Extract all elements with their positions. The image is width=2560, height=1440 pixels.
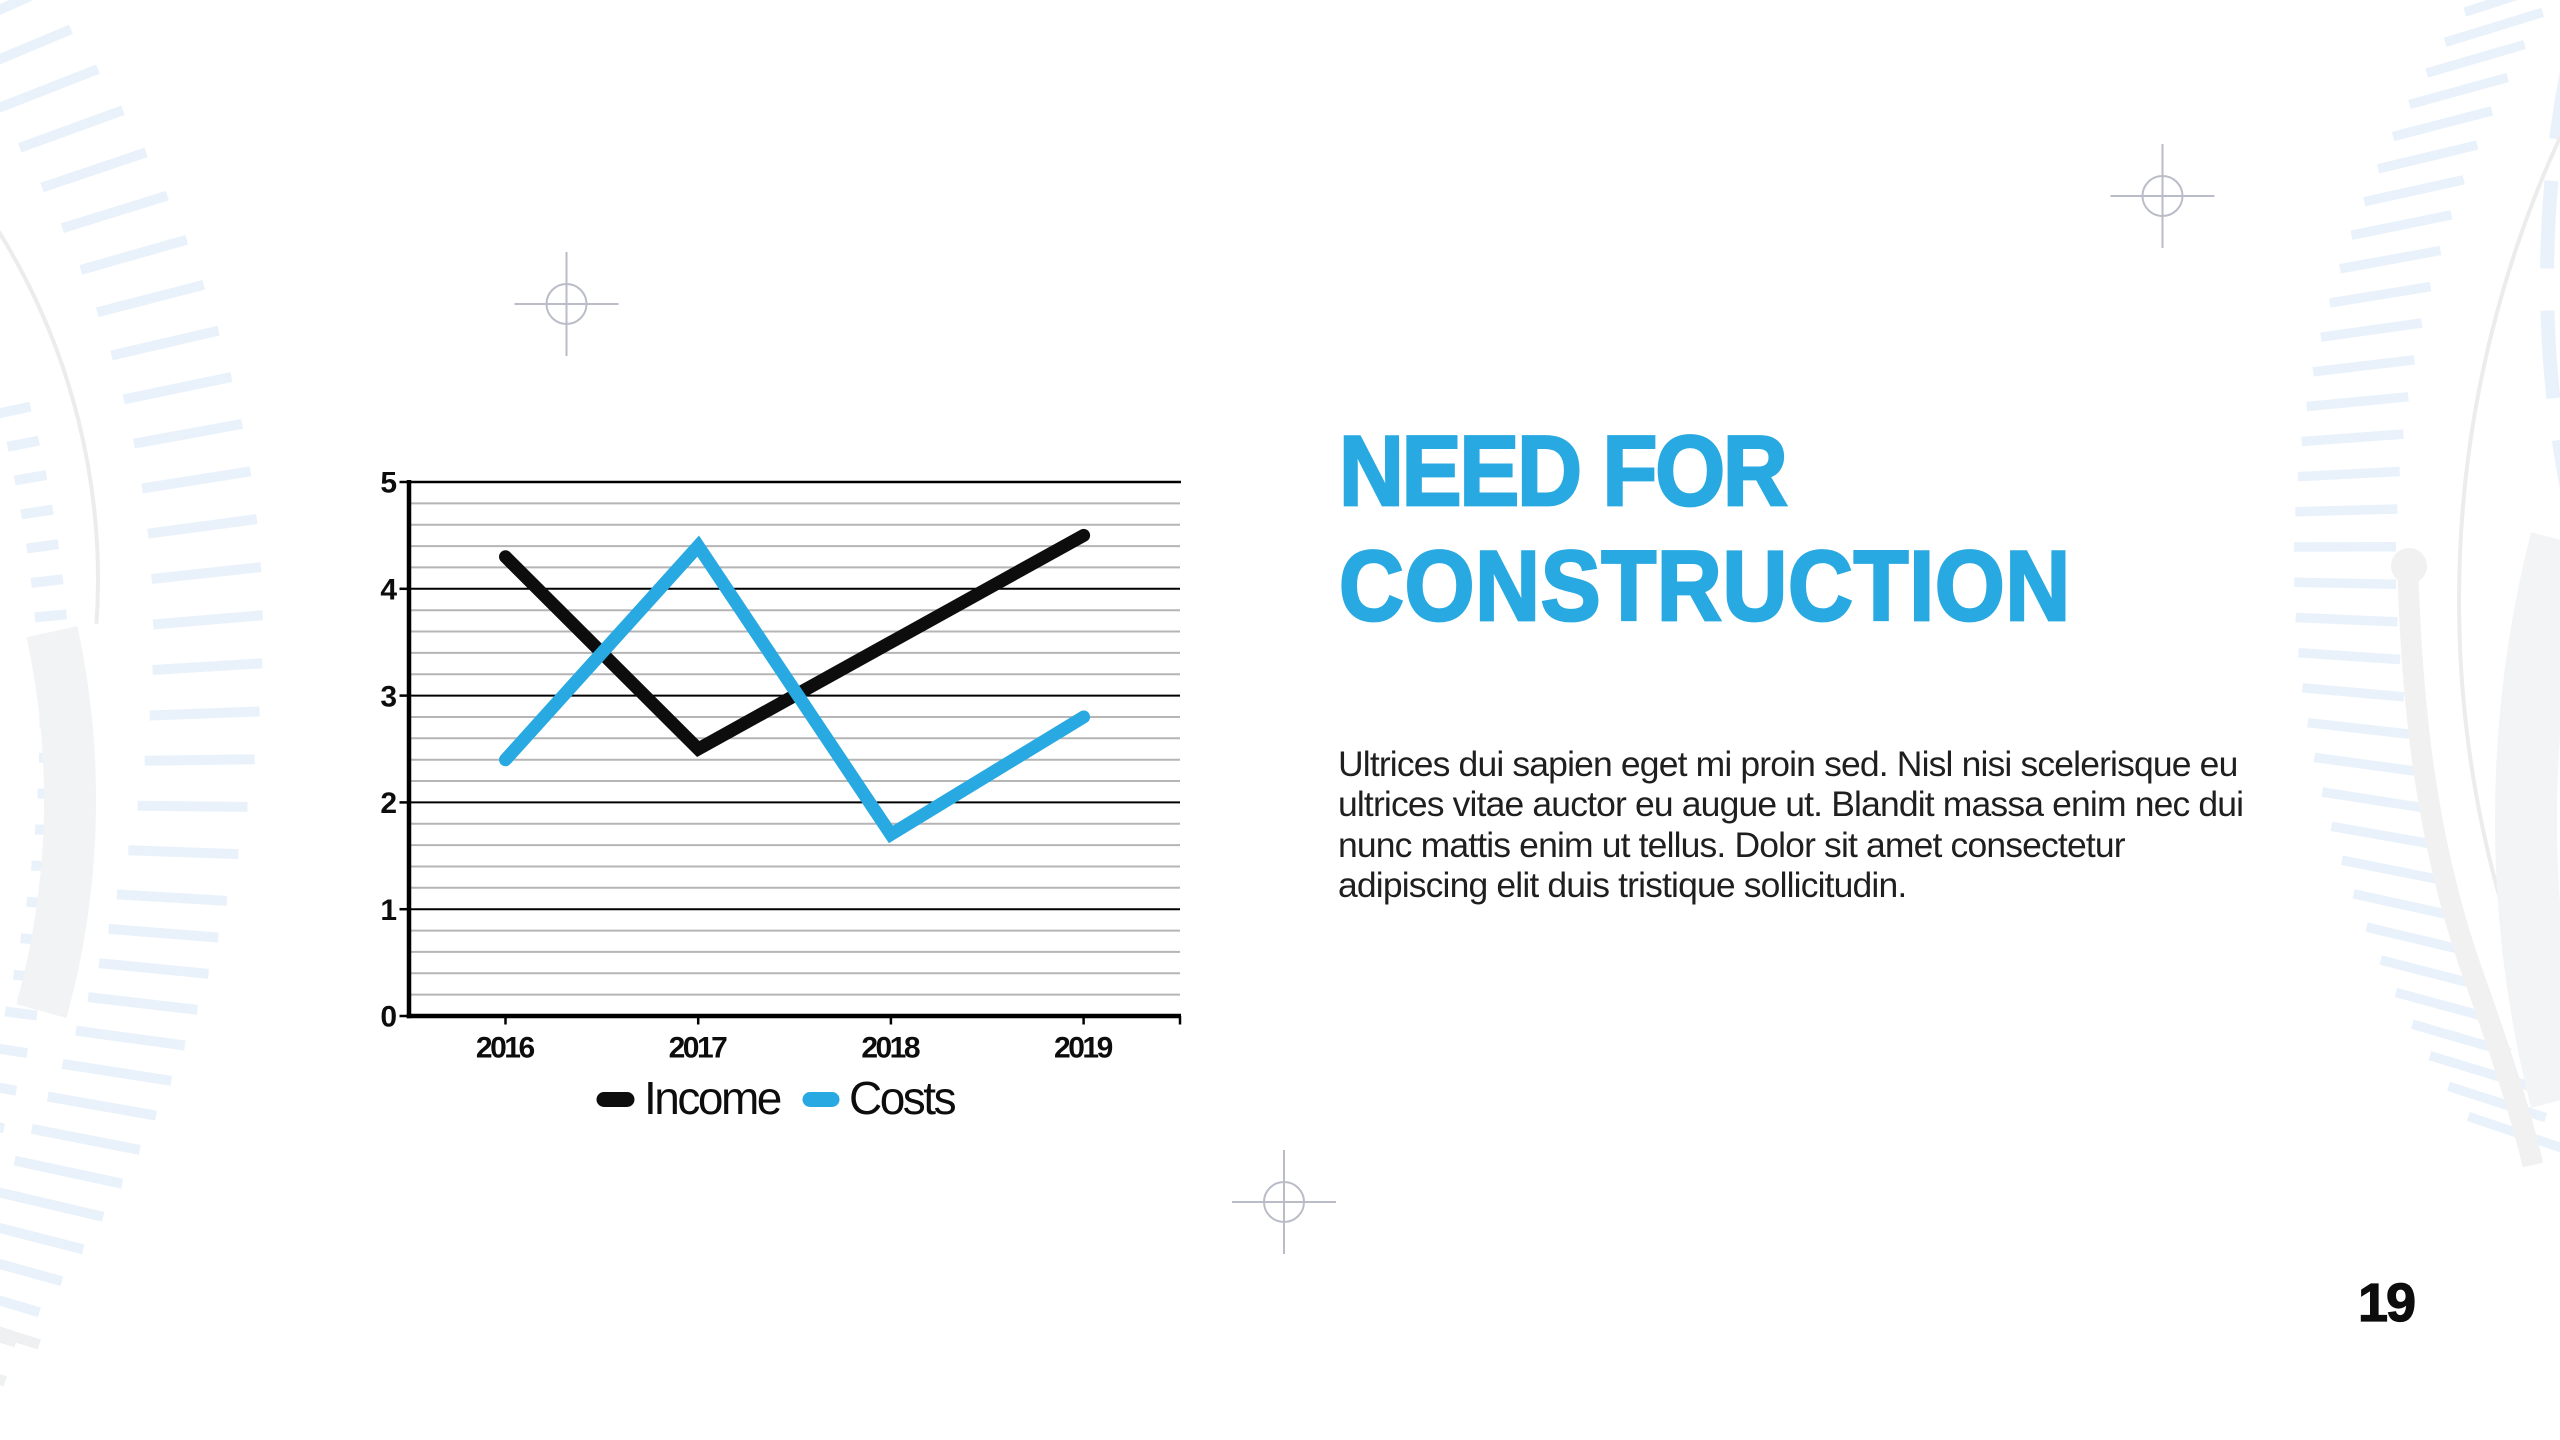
svg-text:2016: 2016 [476,1032,535,1065]
svg-text:0: 0 [380,1001,397,1034]
svg-text:5: 5 [380,467,397,500]
svg-text:Costs: Costs [849,1072,956,1124]
svg-text:2: 2 [380,787,397,820]
svg-text:2017: 2017 [669,1032,728,1065]
svg-text:3: 3 [380,680,397,713]
svg-text:1: 1 [380,894,397,927]
svg-text:2018: 2018 [861,1032,920,1065]
svg-text:4: 4 [380,574,397,607]
svg-text:Income: Income [644,1072,781,1124]
svg-text:2019: 2019 [1054,1032,1113,1065]
